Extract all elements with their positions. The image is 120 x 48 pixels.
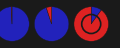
Wedge shape — [91, 7, 101, 24]
Wedge shape — [0, 7, 29, 41]
Wedge shape — [74, 7, 108, 41]
Wedge shape — [34, 7, 69, 41]
Wedge shape — [11, 7, 12, 24]
Wedge shape — [46, 7, 52, 24]
